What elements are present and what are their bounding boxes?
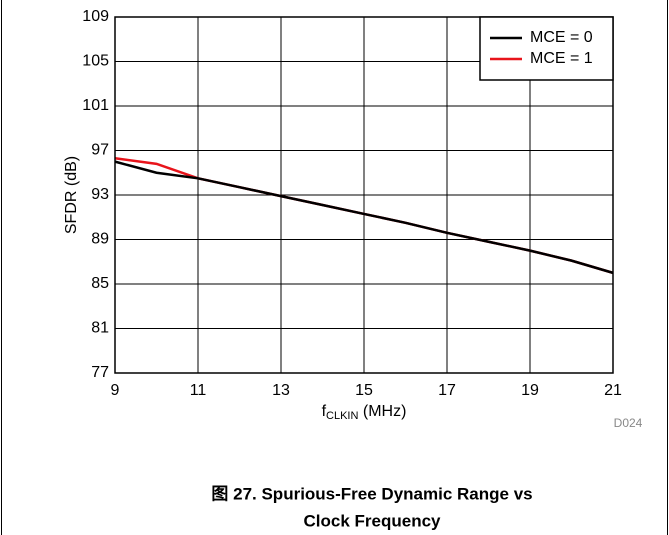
x-label-main: f	[322, 403, 327, 420]
x-tick-label: 17	[438, 382, 456, 399]
x-tick-label: 21	[604, 382, 622, 399]
y-tick-label: 89	[91, 231, 109, 248]
legend-label: MCE = 1	[530, 50, 593, 67]
title-line: Clock Frequency	[304, 511, 442, 530]
y-axis-label: SFDR (dB)	[63, 156, 80, 234]
legend-box	[479, 16, 614, 81]
x-label-unit: (MHz)	[358, 403, 406, 420]
x-tick-label: 19	[521, 382, 539, 399]
y-tick-label: 101	[82, 97, 109, 114]
x-tick-label: 11	[190, 382, 207, 399]
y-tick-label: 77	[91, 364, 109, 381]
y-tick-label: 93	[91, 186, 109, 203]
lines	[114, 157, 614, 275]
y-tick-label: 97	[91, 142, 109, 159]
y-tick-label: 81	[91, 320, 109, 337]
annotation: D024	[614, 416, 643, 430]
x-tick-label: 13	[272, 382, 290, 399]
y-tick-label: 105	[82, 53, 109, 70]
y-tick-label: 85	[91, 275, 109, 292]
y-tick-label: 109	[82, 8, 109, 25]
x-axis-label: fCLKIN (MHz)	[322, 403, 407, 422]
legend: MCE = 0 MCE = 1	[479, 16, 614, 81]
x-tick-label: 9	[111, 382, 120, 399]
x-tick-label: 15	[355, 382, 373, 399]
title-line: 图 27. Spurious-Free Dynamic Range vs	[211, 484, 532, 503]
legend-label: MCE = 0	[530, 29, 593, 46]
plot-frame	[114, 16, 614, 374]
series-line	[114, 160, 614, 275]
x-label-sub: CLKIN	[326, 410, 358, 422]
